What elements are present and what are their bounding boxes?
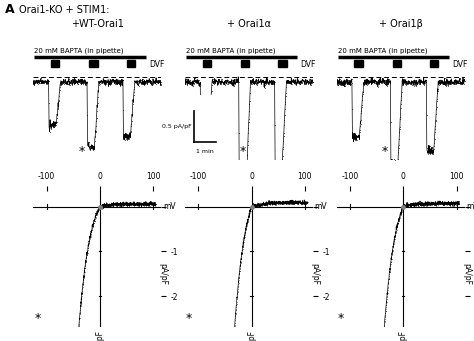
Text: Orai1-KO + STIM1:: Orai1-KO + STIM1: <box>19 5 109 15</box>
Text: *: * <box>186 312 192 325</box>
Text: mV: mV <box>466 202 474 211</box>
Bar <box>127 60 135 66</box>
Bar <box>355 60 363 66</box>
Text: 20 mM BAPTA (in pipette): 20 mM BAPTA (in pipette) <box>338 47 428 54</box>
Text: DVF: DVF <box>149 60 164 69</box>
Text: 1 min: 1 min <box>196 149 214 154</box>
Text: mV: mV <box>314 202 327 211</box>
Text: DVF: DVF <box>301 60 316 69</box>
Text: pA/pF: pA/pF <box>310 263 319 285</box>
Text: 20 mM BAPTA (in pipette): 20 mM BAPTA (in pipette) <box>35 47 124 54</box>
Text: *: * <box>337 312 344 325</box>
Text: pA/pF: pA/pF <box>247 330 256 341</box>
Text: A: A <box>5 3 14 16</box>
Bar <box>393 60 401 66</box>
Bar <box>430 60 438 66</box>
Text: + Orai1β: + Orai1β <box>379 19 422 29</box>
Text: 0.5 pA/pF: 0.5 pA/pF <box>162 124 192 129</box>
Text: pA/pF: pA/pF <box>399 330 408 341</box>
Text: *: * <box>79 146 85 159</box>
Text: mV: mV <box>163 202 175 211</box>
Text: + Orai1α: + Orai1α <box>227 19 271 29</box>
Bar <box>278 60 287 66</box>
Text: 20 mM BAPTA (in pipette): 20 mM BAPTA (in pipette) <box>186 47 276 54</box>
Text: *: * <box>382 146 388 159</box>
Bar <box>241 60 249 66</box>
Bar <box>90 60 98 66</box>
Text: *: * <box>239 146 246 159</box>
Text: pA/pF: pA/pF <box>158 263 167 285</box>
Text: pA/pF: pA/pF <box>95 330 104 341</box>
Text: pA/pF: pA/pF <box>462 263 471 285</box>
Bar <box>203 60 211 66</box>
Text: DVF: DVF <box>452 60 468 69</box>
Text: *: * <box>34 312 40 325</box>
Text: +WT-Orai1: +WT-Orai1 <box>71 19 124 29</box>
Bar <box>51 60 59 66</box>
